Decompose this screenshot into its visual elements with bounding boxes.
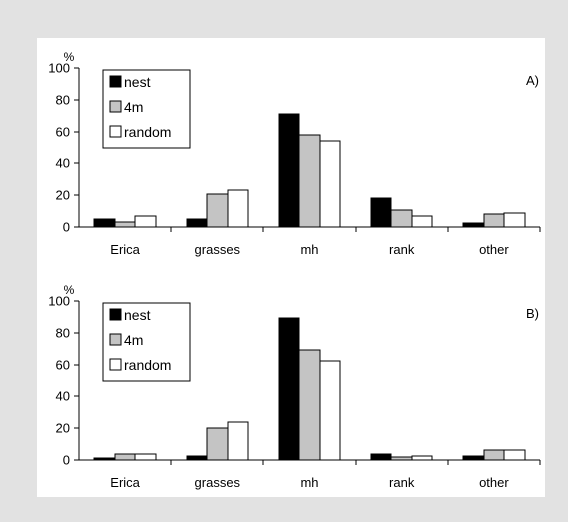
- bar-nest-mh: [279, 114, 299, 227]
- bar-4m-mh: [299, 350, 320, 460]
- panel-label: A): [526, 73, 539, 88]
- bar-4m-grasses: [207, 428, 228, 460]
- x-category-label-other: other: [479, 475, 509, 490]
- x-category-label-erica: Erica: [110, 475, 140, 490]
- bar-nest-other: [463, 223, 484, 227]
- bar-nest-grasses: [187, 456, 207, 460]
- y-tick-label: 0: [63, 453, 70, 468]
- x-category-label-mh: mh: [300, 475, 318, 490]
- bar-random-mh: [320, 141, 340, 227]
- panel-label: B): [526, 306, 539, 321]
- bar-4m-grasses: [207, 194, 228, 227]
- y-tick-label: 20: [56, 188, 70, 203]
- x-category-label-grasses: grasses: [195, 242, 241, 257]
- legend-label-4m: 4m: [124, 332, 143, 348]
- bar-random-grasses: [228, 190, 248, 227]
- bar-4m-other: [484, 450, 504, 460]
- bar-nest-other: [463, 456, 484, 460]
- bar-nest-erica: [94, 219, 115, 227]
- x-category-label-mh: mh: [300, 242, 318, 257]
- x-category-label-rank: rank: [389, 242, 415, 257]
- bar-random-erica: [135, 454, 156, 460]
- y-tick-label: 40: [56, 156, 70, 171]
- y-tick-label: 80: [56, 326, 70, 341]
- bar-nest-grasses: [187, 219, 207, 227]
- x-category-label-erica: Erica: [110, 242, 140, 257]
- legend-swatch-random: [110, 359, 121, 370]
- bar-4m-erica: [115, 222, 135, 227]
- legend-swatch-4m: [110, 101, 121, 112]
- bar-nest-rank: [371, 198, 391, 227]
- bar-4m-other: [484, 214, 504, 227]
- legend: nest 4m random: [103, 303, 190, 381]
- legend-swatch-nest: [110, 309, 121, 320]
- bar-random-rank: [412, 456, 432, 460]
- y-tick-label: 20: [56, 421, 70, 436]
- bar-4m-rank: [391, 210, 412, 227]
- legend-swatch-4m: [110, 334, 121, 345]
- bar-nest-rank: [371, 454, 391, 460]
- legend-label-nest: nest: [124, 74, 151, 90]
- bar-random-other: [504, 213, 525, 227]
- legend-label-random: random: [124, 124, 171, 140]
- bar-random-mh: [320, 361, 340, 460]
- y-axis-label: %: [64, 50, 75, 64]
- bar-random-grasses: [228, 422, 248, 460]
- legend: nest 4m random: [103, 70, 190, 148]
- y-tick-label: 60: [56, 358, 70, 373]
- legend-swatch-random: [110, 126, 121, 137]
- y-tick-label: 40: [56, 389, 70, 404]
- bar-random-other: [504, 450, 525, 460]
- y-tick-label: 60: [56, 125, 70, 140]
- y-tick-label: 80: [56, 93, 70, 108]
- y-axis-label: %: [64, 283, 75, 297]
- x-category-label-other: other: [479, 242, 509, 257]
- bar-4m-erica: [115, 454, 135, 460]
- legend-swatch-nest: [110, 76, 121, 87]
- legend-label-nest: nest: [124, 307, 151, 323]
- legend-label-random: random: [124, 357, 171, 373]
- y-tick-label: 0: [63, 220, 70, 235]
- bar-random-rank: [412, 216, 432, 227]
- x-category-label-rank: rank: [389, 475, 415, 490]
- x-category-label-grasses: grasses: [195, 475, 241, 490]
- bar-4m-mh: [299, 135, 320, 227]
- bar-nest-mh: [279, 318, 299, 460]
- legend-label-4m: 4m: [124, 99, 143, 115]
- bar-random-erica: [135, 216, 156, 227]
